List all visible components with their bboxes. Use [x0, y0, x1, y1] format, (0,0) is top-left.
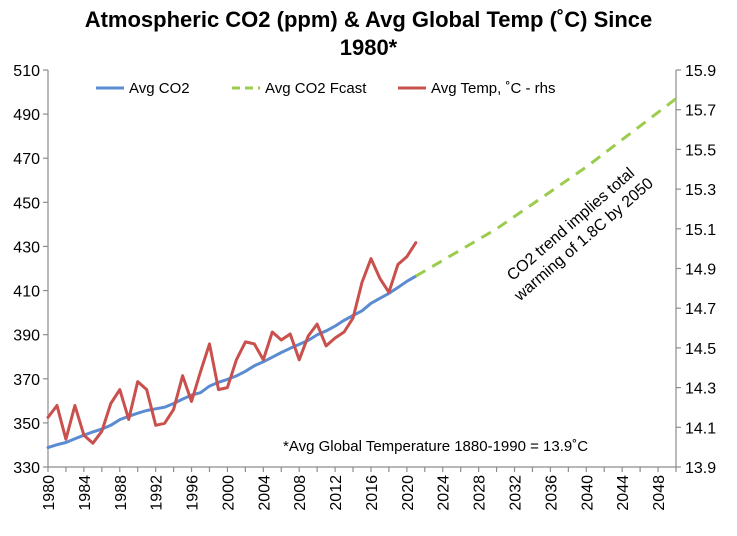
x-axis-tick-label: 2040 [579, 475, 596, 511]
legend-label-3: Avg Temp, ˚C - rhs [431, 80, 555, 97]
right-axis-tick-label: 15.1 [685, 222, 716, 239]
left-axis-tick-label: 490 [13, 107, 40, 124]
x-axis-tick-label: 2000 [220, 475, 237, 511]
right-axis-tick-label: 14.1 [685, 420, 716, 437]
x-axis-tick-label: 2028 [472, 475, 489, 511]
right-axis-tick-label: 15.3 [685, 182, 716, 199]
left-axis-tick-label: 470 [13, 151, 40, 168]
left-axis-tick-label: 410 [13, 284, 40, 301]
chart-title-line-2: 1980* [339, 35, 398, 60]
x-axis-tick-label: 2004 [256, 475, 273, 511]
chart-title-line-1: Atmospheric CO2 (ppm) & Avg Global Temp … [84, 7, 653, 32]
x-axis-tick-label: 2044 [615, 475, 632, 511]
x-axis-tick-label: 1992 [149, 475, 166, 511]
right-axis-tick-label: 13.9 [685, 460, 716, 477]
x-axis-tick-label: 2036 [543, 475, 560, 511]
x-axis-tick-label: 2016 [364, 475, 381, 511]
left-axis-tick-label: 430 [13, 239, 40, 256]
right-axis-tick-label: 15.5 [685, 142, 716, 159]
series-line-1 [46, 274, 418, 450]
left-axis-tick-label: 510 [13, 63, 40, 80]
series-line-2 [415, 97, 677, 278]
legend-label-2: Avg CO2 Fcast [265, 80, 367, 97]
footnote: *Avg Global Temperature 1880-1990 = 13.9… [283, 438, 588, 455]
chart-title: Atmospheric CO2 (ppm) & Avg Global Temp … [0, 6, 737, 62]
x-axis-tick-label: 1988 [113, 475, 130, 511]
trend-annotation-line-1: CO2 trend implies total [504, 165, 638, 285]
x-axis-tick-label: 2048 [651, 475, 668, 511]
x-axis-tick-label: 2012 [328, 475, 345, 511]
series-line-3 [46, 241, 418, 445]
trend-annotation-line-2: warming of 1.8C by 2050 [511, 175, 657, 305]
left-axis-tick-label: 350 [13, 416, 40, 433]
right-axis-tick-label: 14.3 [685, 381, 716, 398]
left-axis-tick-label: 370 [13, 372, 40, 389]
right-axis-tick-label: 15.9 [685, 63, 716, 80]
x-axis-tick-label: 2024 [436, 475, 453, 511]
left-axis-tick-label: 330 [13, 460, 40, 477]
x-axis-tick-label: 1980 [41, 475, 58, 511]
x-axis-tick-label: 1996 [185, 475, 202, 511]
left-axis-tick-label: 390 [13, 328, 40, 345]
right-axis-tick-label: 14.5 [685, 341, 716, 358]
right-axis-tick-label: 15.7 [685, 103, 716, 120]
x-axis-tick-label: 2020 [400, 475, 417, 511]
right-axis-tick-label: 14.7 [685, 301, 716, 318]
right-axis-tick-label: 14.9 [685, 262, 716, 279]
legend-label-1: Avg CO2 [129, 80, 190, 97]
x-axis-tick-label: 1984 [77, 475, 94, 511]
left-axis-tick-label: 450 [13, 195, 40, 212]
x-axis-tick-label: 2032 [508, 475, 525, 511]
x-axis-tick-label: 2008 [292, 475, 309, 511]
